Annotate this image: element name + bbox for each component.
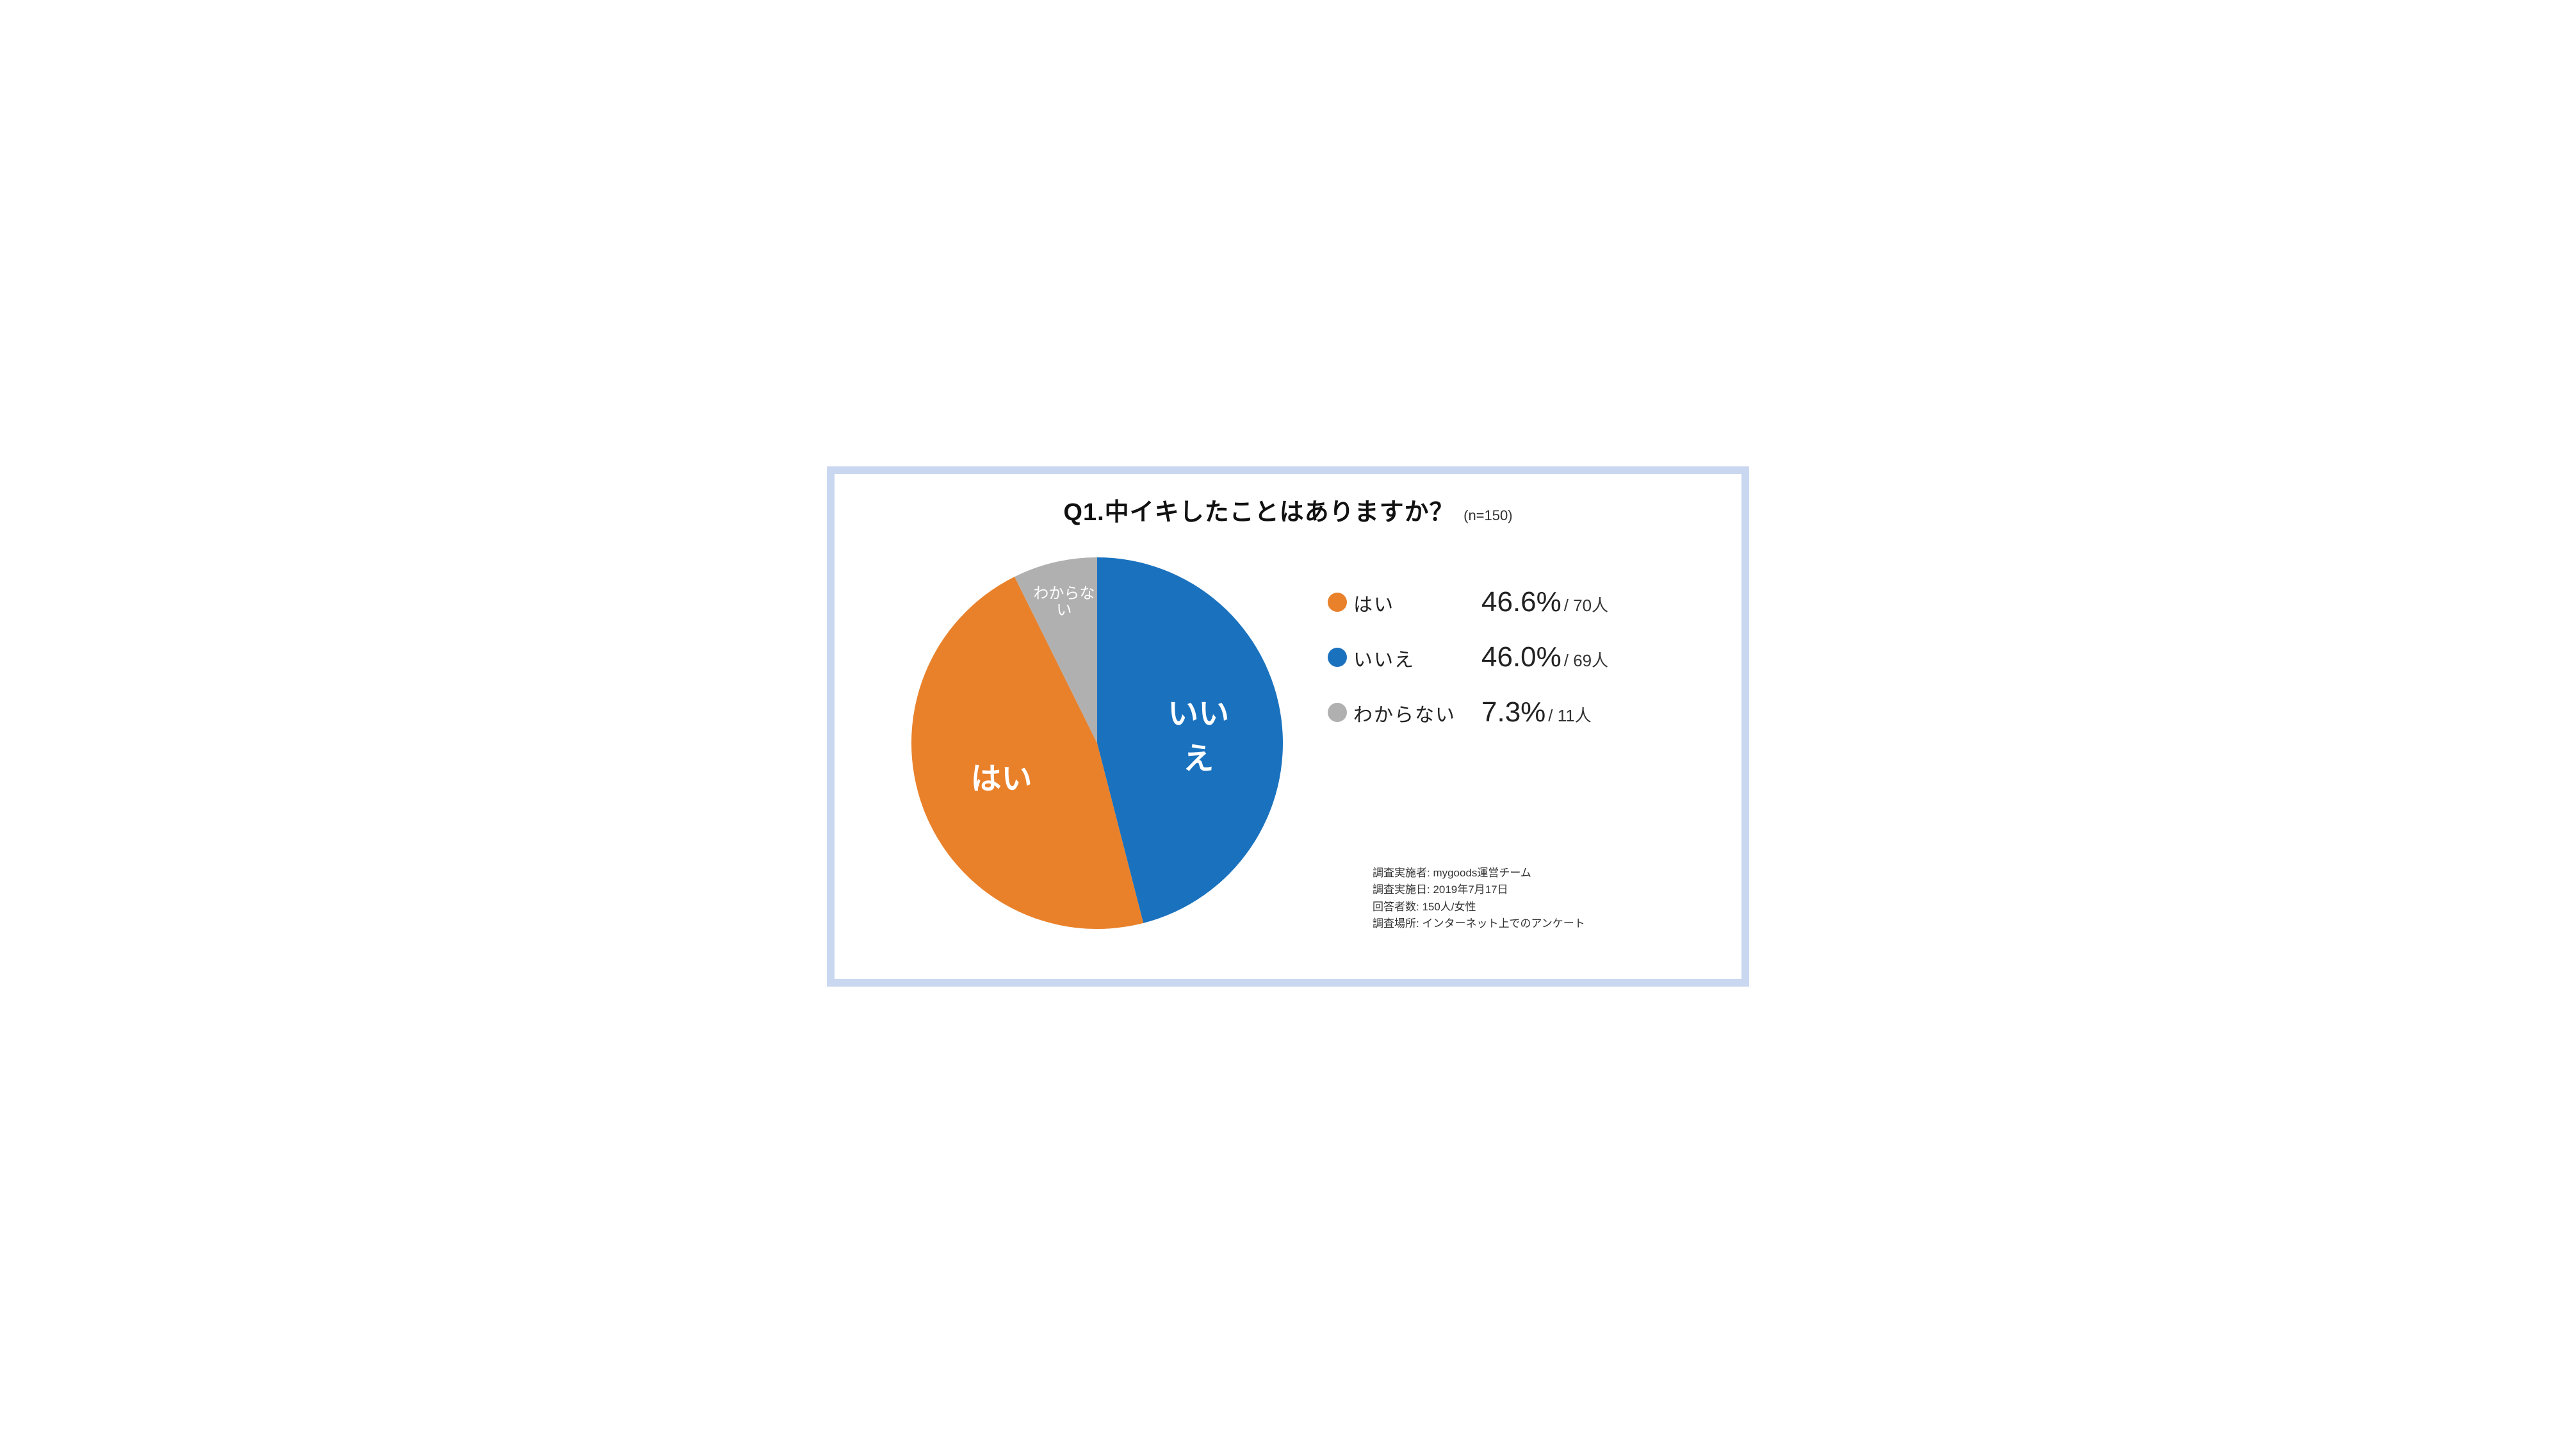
legend-count-unknown: / 11人: [1548, 703, 1591, 726]
survey-meta: 調査実施者: mygoods運営チーム調査実施日: 2019年7月17日回答者数…: [1373, 865, 1585, 932]
legend-label-no: いいえ: [1353, 644, 1481, 672]
meta-line: 調査実施日: 2019年7月17日: [1373, 882, 1585, 898]
legend-percent-unknown: 7.3%: [1481, 696, 1545, 728]
legend-row-no: いいえ46.0% / 69人: [1328, 641, 1712, 673]
meta-line: 回答者数: 150人/女性: [1373, 899, 1585, 915]
legend-dot-unknown: [1328, 703, 1347, 722]
legend-label-yes: はい: [1353, 589, 1481, 617]
chart-frame: Q1.中イキしたことはありますか？ (n=150) いいえはいわからない はい4…: [827, 466, 1749, 987]
title-row: Q1.中イキしたことはありますか？ (n=150): [835, 492, 1741, 527]
legend-dot-no: [1328, 648, 1347, 667]
legend-count-no: / 69人: [1564, 648, 1608, 671]
legend: はい46.6% / 70人いいえ46.0% / 69人わからない7.3% / 1…: [1328, 586, 1712, 751]
legend-count-yes: / 70人: [1564, 593, 1608, 616]
legend-percent-yes: 46.6%: [1481, 586, 1561, 618]
legend-percent-no: 46.0%: [1481, 641, 1561, 673]
pie-label-yes: はい: [970, 762, 1032, 796]
legend-label-unknown: わからない: [1353, 699, 1481, 727]
meta-line: 調査場所: インターネット上でのアンケート: [1373, 915, 1585, 932]
legend-row-yes: はい46.6% / 70人: [1328, 586, 1712, 618]
meta-line: 調査実施者: mygoods運営チーム: [1373, 865, 1585, 882]
legend-dot-yes: [1328, 593, 1347, 612]
chart-title: Q1.中イキしたことはありますか？: [1063, 499, 1454, 526]
chart-subtitle: (n=150): [1463, 507, 1512, 523]
legend-row-unknown: わからない7.3% / 11人: [1328, 696, 1712, 728]
pie-chart: いいえはいわからない: [911, 557, 1283, 929]
pie-svg: いいえはいわからない: [911, 557, 1283, 929]
